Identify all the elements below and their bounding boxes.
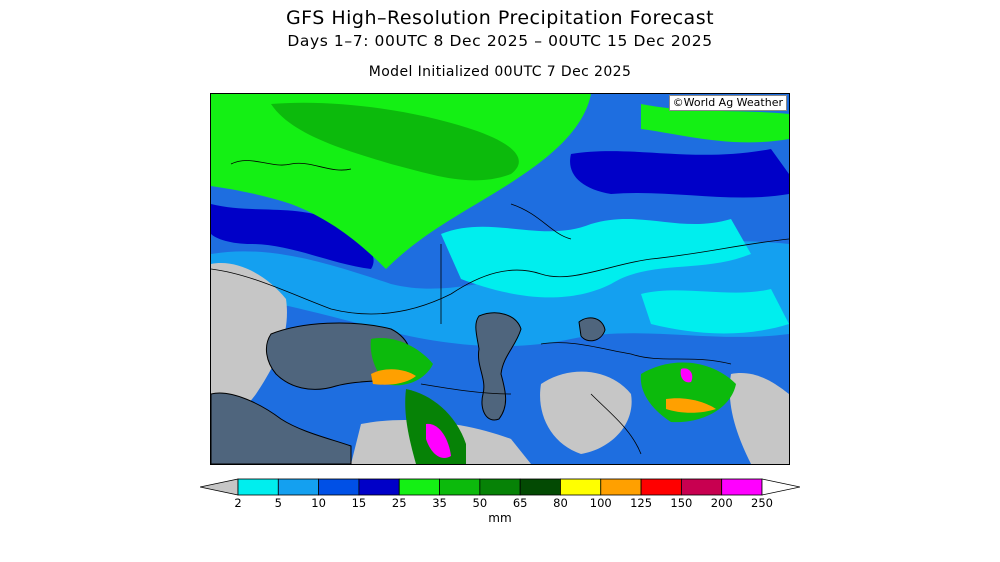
colorbar-tick-label: 200 [710, 496, 733, 510]
dry-land-west [211, 263, 287, 429]
colorbar-tick-label: 80 [553, 496, 568, 510]
colorbar-tick-label: 15 [351, 496, 367, 510]
tianshan-extreme-rain [666, 398, 716, 413]
country-borders [211, 160, 789, 455]
colorbar-cell [439, 478, 481, 496]
aral-sea [578, 317, 606, 342]
green-northeast [641, 104, 789, 143]
colorbar-cell [519, 478, 561, 496]
dry-land-central [540, 371, 632, 454]
dry-land-east [729, 373, 789, 464]
colorbar-tick-label: 125 [630, 496, 653, 510]
colorbar-cell [600, 478, 642, 496]
colorbar-tick-label: 5 [274, 496, 282, 510]
colorbar-cell [398, 478, 440, 496]
map-graphic [211, 94, 789, 464]
colorbar-tick-label: 25 [391, 496, 407, 510]
colorbar-cell [479, 478, 521, 496]
cyan-band [441, 219, 751, 298]
colorbar-tick-label: 250 [751, 496, 773, 510]
colorbar-tick-label: 35 [432, 496, 447, 510]
tianshan-peak-rain [680, 368, 693, 383]
precipitation-map: ©World Ag Weather [210, 93, 790, 465]
colorbar-cell [680, 478, 723, 496]
green-north [211, 94, 591, 269]
credit-badge: ©World Ag Weather [668, 95, 787, 111]
colorbar-tick-label: 100 [589, 496, 612, 510]
mediterranean-sea [211, 392, 352, 464]
turkey-coast-heavy-rain [371, 369, 416, 385]
colorbar-cell [721, 478, 763, 496]
colorbar-cell [560, 478, 602, 496]
title-block: GFS High–Resolution Precipitation Foreca… [0, 6, 1000, 51]
colorbar-cell [358, 478, 400, 496]
colorbar-high-arrow [761, 478, 800, 496]
colorbar-tick-label: 50 [472, 496, 488, 510]
chart-title: GFS High–Resolution Precipitation Foreca… [285, 7, 715, 29]
colorbar-cell [277, 478, 320, 496]
colorbar-tick-label: 2 [234, 496, 242, 510]
colorbar [200, 478, 800, 496]
colorbar-cell [318, 478, 360, 496]
forecast-period: Days 1–7: 00UTC 8 Dec 2025 – 00UTC 15 De… [287, 32, 713, 50]
dark-blue-patch-east [570, 149, 789, 198]
colorbar-tick-label: 150 [670, 496, 693, 510]
green-north-dark [271, 102, 519, 181]
colorbar-cell [237, 478, 279, 496]
model-init-time: Model Initialized 00UTC 7 Dec 2025 [368, 64, 632, 80]
colorbar-low-arrow [200, 478, 239, 496]
units-label: mm [488, 511, 512, 525]
colorbar-cell [640, 478, 682, 496]
colorbar-labels: 2 5 10 15 25 35 50 65 80 100 125 150 200 250 [200, 496, 800, 510]
colorbar-tick-label: 10 [311, 496, 326, 510]
zagros-extreme-rain [426, 423, 451, 459]
colorbar-tick-label: 65 [512, 496, 528, 510]
cyan-patch-east [641, 289, 789, 334]
